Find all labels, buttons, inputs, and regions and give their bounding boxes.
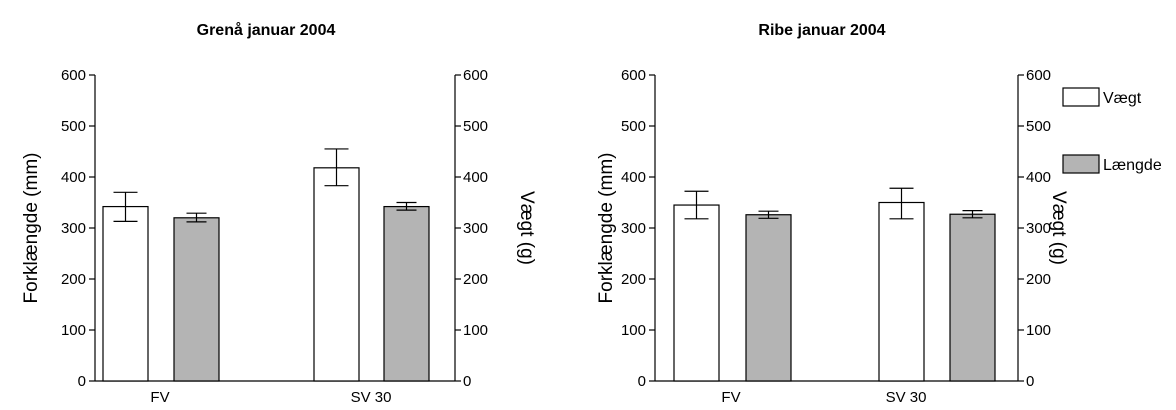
y-tick-label-left: 0 [78,373,86,390]
bar-vaegt [878,201,925,382]
y-tick-label-right: 400 [1026,169,1051,186]
y-tick-label-right: 300 [463,220,488,237]
y-tick-label-left: 200 [61,271,86,288]
y-tick-label-left: 600 [61,67,86,84]
y-tick-label-right: 600 [463,67,488,84]
y-tick-label-left: 100 [621,322,646,339]
legend-label: Vægt [1103,90,1142,107]
chart-ribe: Ribe januar 2004 0 100 200 300 400 500 600 0 100 2… [596,22,1069,406]
y-tick-label-left: 0 [638,373,646,390]
y-tick-label-right: 600 [1026,67,1051,84]
y-tick-label-right: 300 [1026,220,1051,237]
y2-axis-label: Vægt (g) [516,191,537,265]
y-axis-label: Forklængde (mm) [21,153,42,304]
y-tick-label-left: 400 [621,169,646,186]
bar-vaegt [673,204,720,382]
bar-vaegt [313,167,360,382]
bar-vaegt [102,205,149,382]
bar-laengde [949,213,996,382]
y-tick-label-left: 500 [61,118,86,135]
y-tick-label-left: 300 [61,220,86,237]
y-axis-label: Forklængde (mm) [596,153,617,304]
y-tick-label-left: 200 [621,271,646,288]
legend-swatch-laengde [1062,154,1100,174]
y-tick-label-right: 100 [1026,322,1051,339]
legend-label: Længde [1103,157,1162,174]
bar-laengde [383,205,430,382]
y-tick-label-left: 500 [621,118,646,135]
y-tick-label-right: 200 [463,271,488,288]
y-tick-label-right: 100 [463,322,488,339]
x-tick-label: SV 30 [351,389,392,406]
y-tick-label-right: 400 [463,169,488,186]
y-tick-label-right: 500 [1026,118,1051,135]
x-tick-label: FV [721,389,740,406]
y-tick-label-left: 400 [61,169,86,186]
y-tick-label-right: 0 [463,373,471,390]
y-tick-label-right: 500 [463,118,488,135]
chart-title: Grenå januar 2004 [197,21,336,39]
bar-laengde [173,217,220,382]
legend: Vægt Længde [1062,87,1162,174]
y-tick-label-right: 200 [1026,271,1051,288]
y-tick-label-right: 0 [1026,373,1034,390]
x-tick-label: SV 30 [886,389,927,406]
bar-laengde [745,214,792,382]
y-tick-label-left: 600 [621,67,646,84]
x-tick-label: FV [150,389,169,406]
chart-title: Ribe januar 2004 [758,22,885,39]
chart-grena: Grenå januar 2004 0 100 200 300 400 500 600 0 100… [21,21,537,406]
y-tick-label-left: 300 [621,220,646,237]
y2-axis-label: Vægt (g) [1048,191,1069,265]
y-tick-label-left: 100 [61,322,86,339]
legend-swatch-vaegt [1062,87,1100,107]
